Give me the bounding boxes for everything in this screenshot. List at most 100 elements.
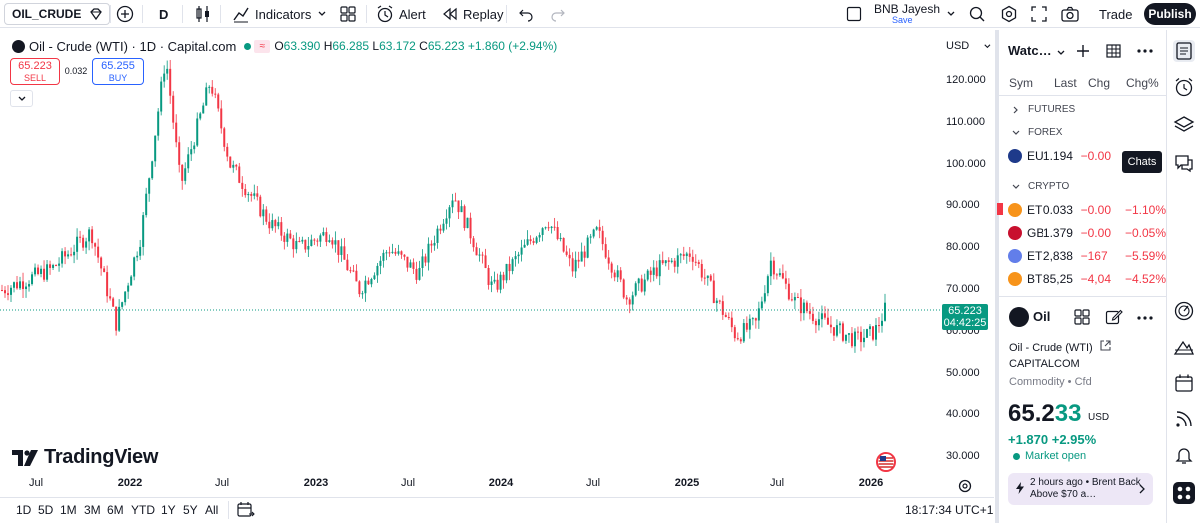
candle-body — [346, 259, 349, 271]
watchlist-row[interactable]: ET 0.033 −0.00 −1.10% — [1008, 199, 1166, 221]
column-change-percent[interactable]: Chg% — [1126, 76, 1159, 90]
candle-body — [640, 278, 643, 292]
range-button-1m[interactable]: 1M — [60, 503, 77, 517]
more-options-icon[interactable] — [1136, 310, 1154, 329]
range-button-1d[interactable]: 1D — [16, 503, 32, 517]
candle-body — [283, 235, 286, 242]
range-button-5d[interactable]: 5D — [38, 503, 54, 517]
tradingview-logo[interactable]: TradingView — [12, 446, 158, 469]
panel-divider[interactable] — [995, 30, 999, 523]
alert-label: Alert — [399, 6, 426, 22]
symbol-search-button[interactable]: OIL_CRUDE — [4, 3, 110, 25]
candles-icon[interactable] — [196, 3, 210, 25]
watchlist-row[interactable]: BT 85,25 −4,04 −4.52% — [1008, 268, 1166, 290]
trade-button[interactable]: Trade — [1099, 3, 1132, 25]
range-button-1y[interactable]: 1Y — [161, 503, 176, 517]
candle-body — [409, 262, 412, 268]
row-flag-marker[interactable] — [997, 203, 1003, 215]
candle-body — [748, 318, 751, 330]
publish-button[interactable]: Publish — [1144, 3, 1196, 25]
us-flag-icon[interactable] — [876, 452, 896, 472]
details-full-name[interactable]: Oil - Crude (WTI) — [1009, 340, 1111, 354]
layouts-icon[interactable] — [1074, 309, 1090, 328]
watchlist-title[interactable]: Watc… — [1008, 43, 1052, 58]
range-button-all[interactable]: All — [205, 503, 219, 517]
layout-checkbox[interactable] — [846, 3, 862, 25]
toolbar-divider — [182, 5, 183, 23]
alarm-clock-icon[interactable] — [1173, 76, 1195, 98]
layouts-icon[interactable] — [340, 3, 356, 25]
chevron-down-icon[interactable] — [1056, 47, 1066, 61]
candle-body — [529, 239, 532, 242]
chats-icon[interactable] — [1173, 152, 1195, 174]
change-value: +1.860 (+2.94%) — [467, 39, 558, 53]
candle-body — [445, 218, 448, 224]
news-feed-icon[interactable] — [1173, 408, 1195, 430]
redo-icon[interactable] — [550, 3, 566, 25]
details-exchange[interactable]: CAPITALCOM — [1009, 358, 1080, 370]
settings-gear-icon[interactable] — [1000, 3, 1018, 25]
advanced-view-icon[interactable] — [1105, 42, 1123, 63]
tradingview-icon — [12, 449, 38, 466]
layout-name-button[interactable]: BNB Jayesh Save — [874, 3, 944, 25]
column-symbol[interactable]: Sym — [1009, 76, 1033, 90]
candle-body — [397, 251, 400, 254]
quick-search-icon[interactable] — [968, 3, 986, 25]
notifications-bell-icon[interactable] — [1173, 444, 1195, 466]
currency-button[interactable]: USD — [942, 37, 992, 55]
candle-body — [181, 164, 184, 181]
candle-body — [52, 265, 55, 268]
candle-body — [151, 161, 154, 179]
fullscreen-icon[interactable] — [1031, 3, 1047, 25]
alert-button[interactable]: Alert — [376, 3, 426, 25]
price-chart[interactable] — [0, 30, 994, 492]
candle-body — [43, 268, 46, 280]
sell-button[interactable]: 65.223 SELL — [10, 58, 60, 85]
range-button-ytd[interactable]: YTD — [131, 503, 155, 517]
candle-body — [118, 306, 121, 331]
legend-collapse-button[interactable] — [10, 90, 33, 107]
row-symbol: EU — [1027, 149, 1043, 163]
indicators-button[interactable]: Indicators — [232, 3, 311, 25]
watchlist-icon[interactable] — [1173, 40, 1195, 62]
row-change: −0.00 — [1080, 149, 1111, 163]
details-change: +1.870 +2.95% — [1008, 432, 1097, 447]
watchlist-row[interactable]: EU 1.194 −0.00 — [1008, 145, 1166, 167]
candle-body — [250, 193, 253, 196]
buy-button[interactable]: 65.255 BUY — [92, 58, 144, 85]
add-symbol-icon[interactable] — [116, 3, 134, 25]
add-symbol-icon[interactable] — [1075, 43, 1091, 62]
clock-timezone[interactable]: 18:17:34 UTC+1 — [905, 503, 994, 517]
layers-icon[interactable] — [1173, 114, 1195, 136]
section-futures[interactable]: FUTURES — [1012, 104, 1075, 115]
range-button-6m[interactable]: 6M — [107, 503, 124, 517]
community-icon[interactable] — [1173, 482, 1195, 504]
more-options-icon[interactable] — [1136, 43, 1154, 62]
symbol-logo-icon — [1008, 226, 1022, 240]
undo-icon[interactable] — [518, 3, 534, 25]
indicators-dropdown-icon[interactable] — [317, 3, 327, 25]
go-to-date-icon[interactable] — [237, 502, 255, 521]
column-change[interactable]: Chg — [1088, 76, 1111, 90]
chart-settings-icon[interactable] — [957, 478, 973, 497]
range-button-5y[interactable]: 5Y — [183, 503, 198, 517]
section-crypto[interactable]: CRYPTO — [1012, 181, 1069, 192]
layout-dropdown-icon[interactable] — [946, 3, 956, 25]
diamond-icon[interactable] — [88, 3, 104, 25]
range-button-3m[interactable]: 3M — [84, 503, 101, 517]
section-forex[interactable]: FOREX — [1012, 127, 1062, 138]
watchlist-row[interactable]: ET 2,838 −167 −5.59% — [1008, 245, 1166, 267]
news-card[interactable]: 2 hours ago • Brent Back Above $70 a… — [1008, 473, 1153, 505]
candle-body — [430, 243, 433, 246]
interval-button[interactable]: D — [159, 3, 168, 25]
column-last[interactable]: Last — [1054, 76, 1077, 90]
watchlist-row[interactable]: GB 1.379 −0.00 −0.05% — [1008, 222, 1166, 244]
details-category: Commodity • Cfd — [1009, 376, 1092, 388]
ideas-mountain-icon[interactable] — [1173, 336, 1195, 358]
hotlist-gauge-icon[interactable] — [1173, 300, 1195, 322]
candle-body — [796, 297, 799, 299]
edit-note-icon[interactable] — [1105, 308, 1123, 329]
replay-button[interactable]: Replay — [442, 3, 503, 25]
calendar-icon[interactable] — [1173, 372, 1195, 394]
camera-icon[interactable] — [1061, 3, 1079, 25]
